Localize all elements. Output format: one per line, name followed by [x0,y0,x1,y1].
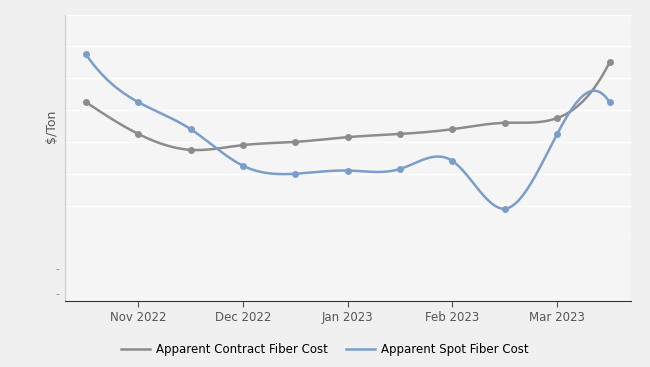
Apparent Contract Fiber Cost [558,114,566,118]
Legend: Apparent Contract Fiber Cost, Apparent Spot Fiber Cost: Apparent Contract Fiber Cost, Apparent S… [116,339,534,361]
Text: -: - [55,290,59,299]
Apparent Contract Fiber Cost [394,132,402,136]
Line: Apparent Spot Fiber Cost: Apparent Spot Fiber Cost [86,54,610,209]
Apparent Spot Fiber Cost [392,168,400,172]
Apparent Contract Fiber Cost [525,120,533,125]
Apparent Contract Fiber Cost [84,101,92,106]
Apparent Contract Fiber Cost [395,132,403,136]
Apparent Contract Fiber Cost [404,131,412,136]
Text: -: - [55,264,59,274]
Apparent Spot Fiber Cost [558,122,566,127]
Apparent Spot Fiber Cost [84,55,92,59]
Y-axis label: $/Ton: $/Ton [45,109,58,143]
Apparent Contract Fiber Cost [606,60,614,65]
Apparent Spot Fiber Cost [82,52,90,57]
Line: Apparent Contract Fiber Cost: Apparent Contract Fiber Cost [86,62,610,150]
Apparent Contract Fiber Cost [192,148,200,152]
Apparent Spot Fiber Cost [402,164,410,169]
Apparent Spot Fiber Cost [525,184,533,189]
Apparent Contract Fiber Cost [82,100,90,104]
Apparent Spot Fiber Cost [606,100,614,104]
Apparent Spot Fiber Cost [500,207,508,211]
Apparent Spot Fiber Cost [394,167,402,172]
